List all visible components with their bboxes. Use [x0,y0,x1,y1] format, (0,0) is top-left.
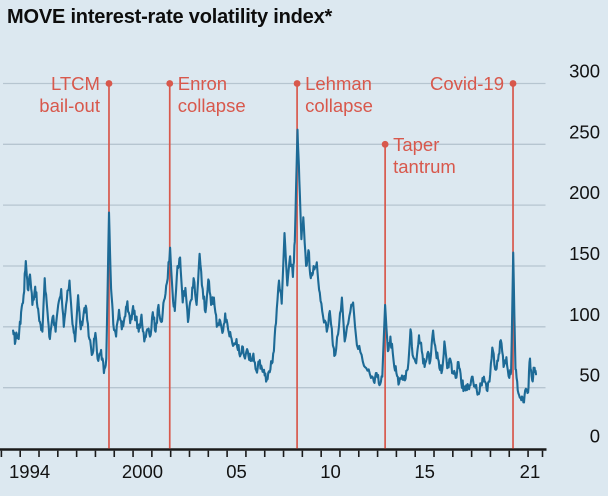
event-label-ltcm: LTCM bail-out [39,73,100,116]
event-label-enron: Enron collapse [178,73,246,116]
y-axis-label-200: 200 [569,182,600,203]
x-axis-label-21: 21 [520,461,541,482]
event-label-lehman-line1: Lehman [305,73,372,94]
event-label-lehman: Lehman collapse [305,73,373,116]
y-axis-label-300: 300 [569,60,600,81]
series-line-move-index [12,128,538,404]
event-label-taper-line1: Taper [393,134,439,155]
event-label-taper: Taper tantrum [393,134,456,177]
x-axis-label-15: 15 [414,461,435,482]
y-axis-label-250: 250 [569,121,600,142]
x-axis-label-10: 10 [320,461,341,482]
x-axis-label-1994: 1994 [9,461,50,482]
y-axis-label-0: 0 [590,426,600,447]
x-axis-label-05: 05 [226,461,247,482]
event-label-ltcm-line1: LTCM [51,73,100,94]
event-marker-ltcm [105,80,113,87]
event-label-taper-line2: tantrum [393,156,456,177]
event-label-covid: Covid-19 [430,73,504,94]
event-label-ltcm-line2: bail-out [39,95,100,116]
event-label-enron-line1: Enron [178,73,227,94]
event-label-enron-line2: collapse [178,95,246,116]
chart-title: MOVE interest-rate volatility index* [7,6,333,28]
event-marker-covid [509,80,517,87]
x-axis-label-2000: 2000 [122,461,163,482]
y-axis-label-50: 50 [579,365,600,386]
event-label-lehman-line2: collapse [305,95,373,116]
event-marker-enron [166,80,174,87]
event-marker-lehman [293,80,301,87]
y-axis-label-100: 100 [569,304,600,325]
event-marker-taper [381,140,389,148]
y-axis-label-150: 150 [569,243,600,264]
event-label-covid-line1: Covid-19 [430,73,504,94]
